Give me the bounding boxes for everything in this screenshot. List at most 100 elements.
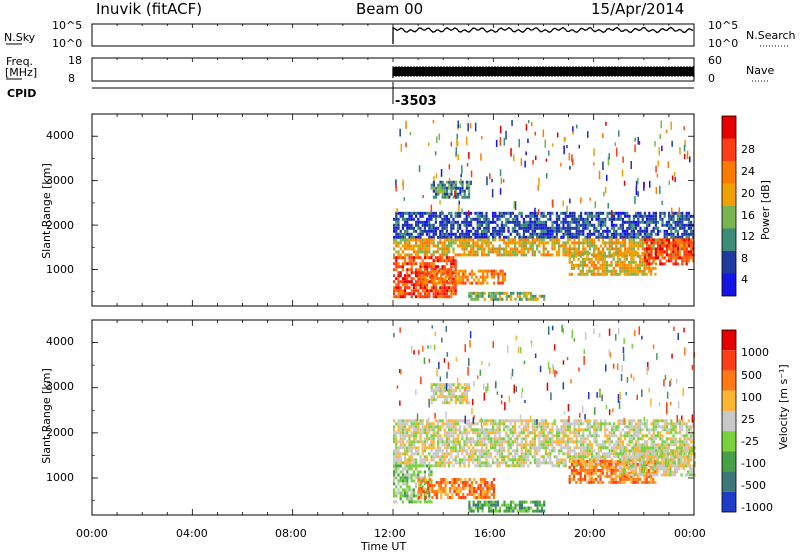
heatmap-cell (417, 217, 420, 221)
heatmap-cell (580, 461, 583, 465)
heatmap-cell (479, 478, 482, 481)
scatter-cell (518, 138, 520, 148)
heatmap-cell (470, 269, 474, 273)
heatmap-cell (514, 422, 517, 426)
heatmap-cell (592, 263, 595, 267)
heatmap-cell (654, 214, 657, 218)
heatmap-cell (487, 220, 490, 224)
heatmap-cell (423, 238, 426, 242)
heatmap-cell (507, 428, 510, 432)
heatmap-cell (443, 253, 446, 257)
heatmap-cell (597, 238, 600, 242)
heatmap-cell (643, 455, 646, 459)
heatmap-cell (428, 256, 431, 260)
heatmap-cell (615, 434, 618, 438)
heatmap-cell (434, 244, 437, 248)
heatmap-cell (507, 294, 510, 298)
heatmap-cell (584, 437, 587, 441)
heatmap-cell (555, 214, 558, 218)
heatmap-cell (593, 425, 596, 429)
heatmap-cell (494, 294, 497, 298)
heatmap-cell (501, 278, 504, 282)
heatmap-cell (674, 226, 677, 230)
heatmap-cell (584, 247, 587, 251)
heatmap-cell (516, 434, 519, 438)
heatmap-cell (518, 235, 521, 239)
heatmap-cell (505, 223, 508, 227)
heatmap-cell (522, 437, 525, 441)
heatmap-cell (654, 256, 657, 260)
heatmap-cell (619, 431, 622, 435)
heatmap-cell (418, 275, 421, 279)
heatmap-cell (461, 186, 464, 190)
heatmap-cell (509, 437, 512, 441)
heatmap-cell (553, 220, 556, 224)
heatmap-cell (452, 440, 455, 444)
heatmap-cell (410, 479, 413, 483)
heatmap-cell (395, 467, 398, 471)
heatmap-cell (676, 244, 679, 248)
heatmap-cell (588, 223, 591, 227)
heatmap-cell (588, 251, 591, 255)
heatmap-cell (586, 241, 589, 245)
heatmap-cell (650, 440, 653, 444)
heatmap-cell (393, 491, 396, 495)
heatmap-cell (479, 481, 482, 484)
heatmap-cell (518, 244, 521, 248)
heatmap-cell (632, 443, 635, 447)
heatmap-cell (406, 488, 409, 492)
scatter-cell (491, 188, 494, 198)
heatmap-cell (511, 440, 514, 444)
heatmap-cell (692, 235, 695, 239)
heatmap-cell (426, 262, 429, 266)
heatmap-cell (590, 272, 593, 276)
heatmap-cell (522, 238, 525, 242)
heatmap-cell (564, 446, 567, 450)
heatmap-cell (393, 452, 396, 456)
heatmap-cell (591, 238, 594, 242)
heatmap-cell (424, 281, 427, 285)
heatmap-cell (681, 434, 684, 438)
heatmap-cell (481, 496, 485, 499)
heatmap-cell (663, 419, 666, 423)
heatmap-cell (426, 256, 429, 260)
heatmap-cell (421, 214, 424, 218)
heatmap-cell (637, 428, 640, 432)
heatmap-cell (542, 431, 545, 435)
heatmap-cell (465, 247, 468, 251)
heatmap-cell (428, 497, 431, 501)
heatmap-cell (619, 422, 622, 426)
heatmap-cell (621, 223, 624, 227)
heatmap-cell (415, 434, 418, 438)
heatmap-cell (679, 235, 682, 239)
heatmap-cell (476, 217, 479, 221)
heatmap-cell (456, 461, 459, 465)
heatmap-cell (650, 232, 653, 236)
heatmap-cell (426, 481, 430, 484)
heatmap-cell (419, 422, 422, 426)
power-cbar-24: 24 (741, 165, 755, 178)
heatmap-cell (588, 244, 591, 248)
heatmap-cell (452, 238, 455, 242)
heatmap-cell (654, 428, 657, 432)
heatmap-cell (451, 478, 454, 481)
heatmap-cell (626, 425, 629, 429)
heatmap-cell (503, 235, 506, 239)
heatmap-cell (536, 235, 539, 239)
heatmap-cell (597, 449, 600, 453)
heatmap-cell (573, 419, 576, 423)
heatmap-cell (553, 449, 556, 453)
heatmap-cell (432, 223, 435, 227)
heatmap-cell (641, 214, 644, 218)
scatter-cell (552, 200, 554, 208)
heatmap-cell (610, 241, 613, 245)
heatmap-cell (514, 226, 517, 230)
heatmap-cell (430, 464, 433, 468)
heatmap-cell (461, 419, 464, 423)
heatmap-cell (412, 491, 415, 495)
heatmap-cell (461, 253, 464, 257)
heatmap-cell (623, 269, 626, 273)
heatmap-cell (511, 229, 514, 233)
heatmap-cell (417, 226, 420, 230)
heatmap-cell (543, 297, 546, 301)
